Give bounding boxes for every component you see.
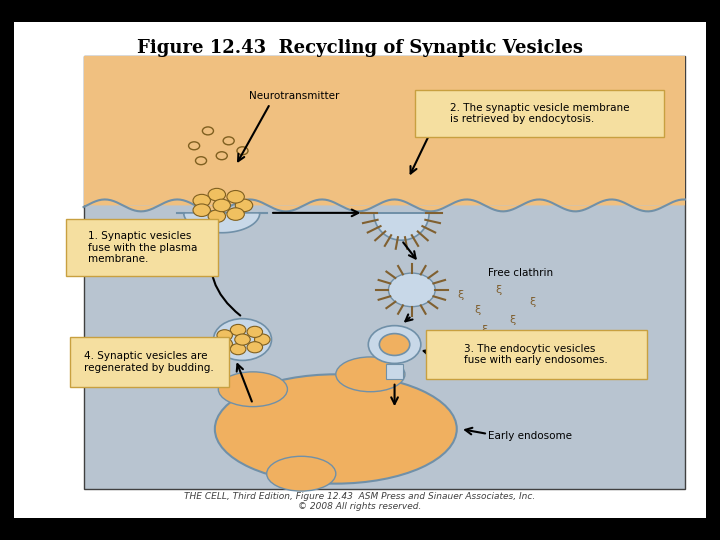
Circle shape xyxy=(193,204,210,217)
Text: ξ: ξ xyxy=(509,315,516,325)
Polygon shape xyxy=(386,364,403,379)
Text: ξ: ξ xyxy=(457,290,464,300)
FancyBboxPatch shape xyxy=(14,22,706,518)
Circle shape xyxy=(217,330,233,341)
FancyBboxPatch shape xyxy=(84,56,685,489)
Circle shape xyxy=(227,208,244,220)
Circle shape xyxy=(230,325,246,335)
Text: ξ: ξ xyxy=(495,285,501,295)
Text: 1. Synaptic vesicles
fuse with the plasma
membrane.: 1. Synaptic vesicles fuse with the plasm… xyxy=(88,231,197,264)
FancyBboxPatch shape xyxy=(415,90,664,137)
FancyBboxPatch shape xyxy=(66,219,218,276)
FancyBboxPatch shape xyxy=(84,56,685,205)
Circle shape xyxy=(235,199,253,212)
Circle shape xyxy=(217,338,233,349)
Ellipse shape xyxy=(218,372,287,407)
Circle shape xyxy=(193,194,210,207)
Circle shape xyxy=(247,326,263,338)
FancyBboxPatch shape xyxy=(426,329,647,379)
Circle shape xyxy=(369,326,420,363)
Circle shape xyxy=(208,188,225,201)
Polygon shape xyxy=(84,199,685,211)
Text: Free clathrin: Free clathrin xyxy=(488,268,553,279)
Text: Neurotransmitter: Neurotransmitter xyxy=(249,91,340,100)
Circle shape xyxy=(208,210,225,222)
FancyBboxPatch shape xyxy=(70,337,229,387)
Text: ξ: ξ xyxy=(481,325,487,335)
Circle shape xyxy=(255,334,270,345)
Circle shape xyxy=(227,191,244,203)
Text: Early endosome: Early endosome xyxy=(488,431,572,441)
Ellipse shape xyxy=(266,456,336,491)
Circle shape xyxy=(213,319,271,360)
Text: 2. The synaptic vesicle membrane
is retrieved by endocytosis.: 2. The synaptic vesicle membrane is retr… xyxy=(450,103,629,124)
Polygon shape xyxy=(184,213,260,233)
Circle shape xyxy=(247,342,263,353)
Circle shape xyxy=(379,334,410,355)
Circle shape xyxy=(213,199,230,212)
Ellipse shape xyxy=(336,357,405,392)
Text: 3. The endocytic vesicles
fuse with early endosomes.: 3. The endocytic vesicles fuse with earl… xyxy=(464,343,608,365)
Ellipse shape xyxy=(215,374,456,484)
Text: 4. Synaptic vesicles are
regenerated by budding.: 4. Synaptic vesicles are regenerated by … xyxy=(84,351,214,373)
Circle shape xyxy=(230,343,246,355)
Text: ξ: ξ xyxy=(530,298,536,307)
Text: ξ: ξ xyxy=(474,305,481,315)
Text: THE CELL, Third Edition, Figure 12.43  ASM Press and Sinauer Associates, Inc.
© : THE CELL, Third Edition, Figure 12.43 AS… xyxy=(184,491,536,511)
Text: Figure 12.43  Recycling of Synaptic Vesicles: Figure 12.43 Recycling of Synaptic Vesic… xyxy=(137,39,583,57)
Circle shape xyxy=(235,334,251,345)
Circle shape xyxy=(389,273,435,307)
Polygon shape xyxy=(374,213,429,240)
